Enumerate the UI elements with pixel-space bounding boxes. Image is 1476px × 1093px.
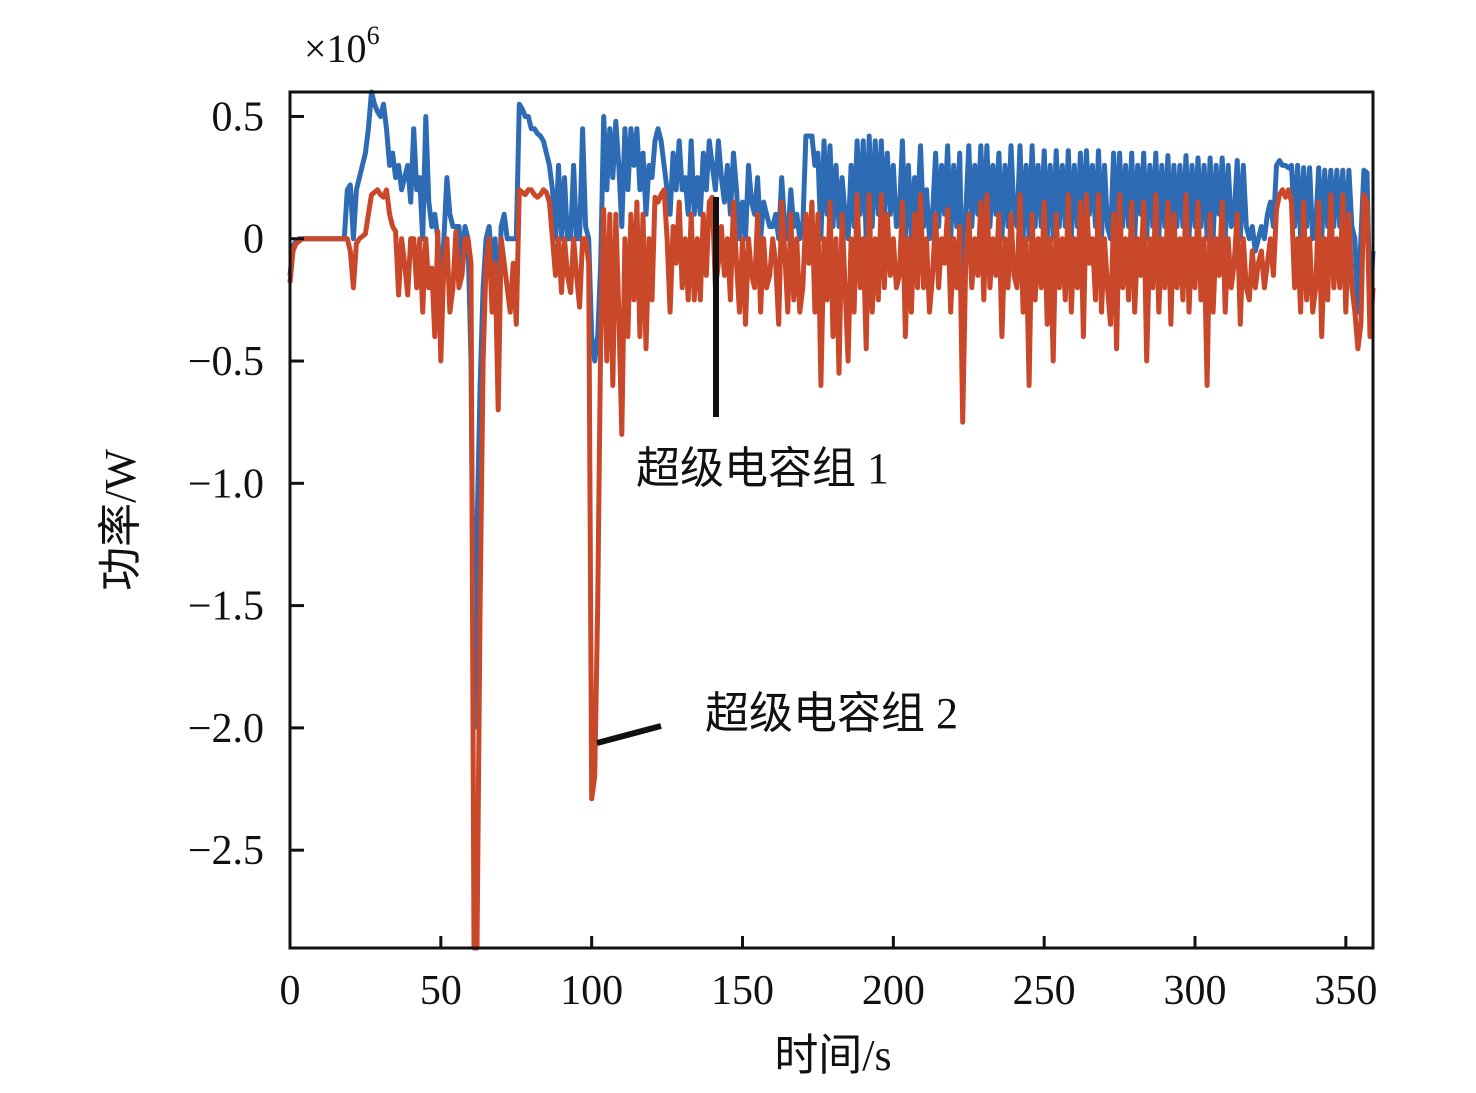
y-multiplier: ×106 [304, 21, 380, 71]
y-tick-label: −2.5 [188, 828, 264, 874]
x-tick-label: 0 [280, 968, 301, 1014]
x-tick-label: 100 [560, 968, 623, 1014]
annotation-label-2: 超级电容组 2 [705, 689, 958, 738]
x-tick-label: 350 [1314, 968, 1377, 1014]
x-tick-label: 250 [1013, 968, 1076, 1014]
y-tick-label: −2.0 [188, 706, 264, 752]
x-axis-label: 时间/s [774, 1031, 891, 1080]
y-tick-label: 0 [243, 217, 264, 263]
y-tick-label: −1.0 [188, 461, 264, 507]
series-layer [287, 89, 1376, 951]
ticks-layer: 0 50 100 150 200 250 300 350 0.5 0 −0.5 −1.0 −1.5 −2.… [188, 94, 1378, 1014]
y-tick-label: 0.5 [212, 94, 265, 140]
series-line-2 [287, 187, 1376, 951]
x-tick-label: 50 [420, 968, 462, 1014]
annotation-label-1: 超级电容组 1 [636, 444, 889, 493]
y-tick-label: −1.5 [188, 584, 264, 630]
annotation-pointer-2 [596, 723, 662, 746]
x-tick-label: 150 [711, 968, 774, 1014]
x-tick-label: 200 [862, 968, 925, 1014]
plot-frame [288, 90, 1375, 950]
x-tick-label: 300 [1164, 968, 1227, 1014]
y-axis-label: 功率/W [96, 449, 145, 591]
y-tick-label: −0.5 [188, 339, 264, 385]
series-line-1 [287, 89, 1376, 731]
